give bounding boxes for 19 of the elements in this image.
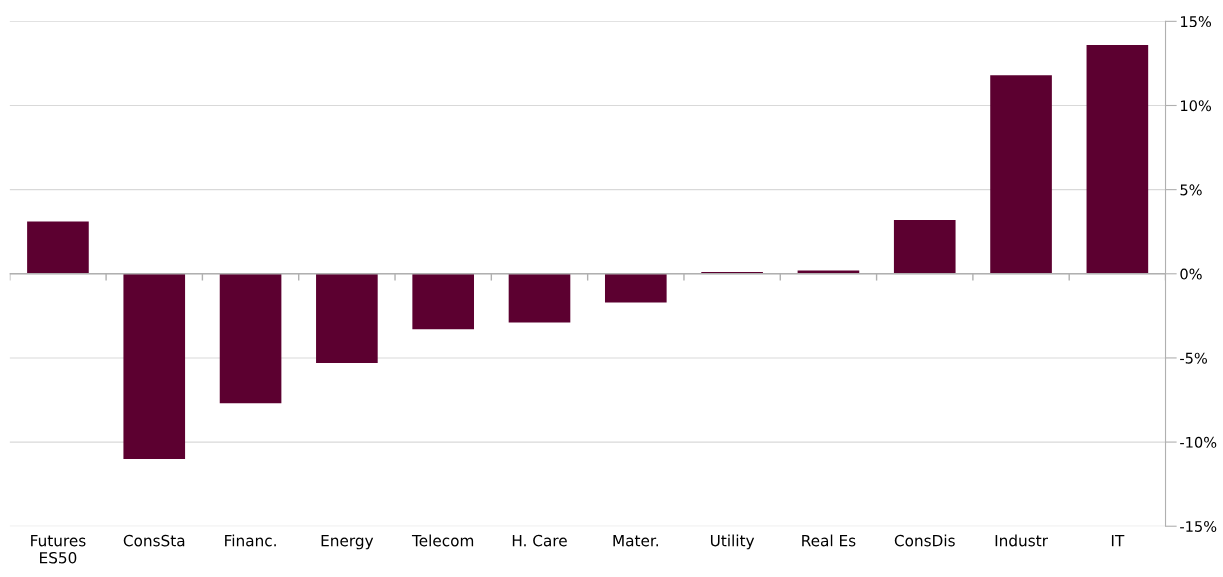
x-tick-label: Telecom [411, 534, 474, 547]
y-tick-label: -15% [1180, 520, 1217, 532]
x-tick-label: Real Es [802, 534, 856, 547]
x-tick-label: Energy [321, 535, 374, 550]
x-tick-label: Financ. [225, 534, 276, 547]
y-tick-label: 0% [1180, 268, 1202, 280]
y-tick-label: -10% [1180, 436, 1217, 448]
x-tick-label: Utility [710, 534, 755, 550]
x-tick-label: H. Care [512, 534, 567, 547]
x-tick-label: ConsSta [123, 534, 185, 547]
x-tick-label: ConsDis [894, 534, 955, 547]
x-tick-label: Mater. [613, 535, 658, 547]
y-tick-label: 15% [1181, 16, 1212, 28]
x-tick-label: Futures ES50 [31, 535, 86, 564]
y-tick-label: 10% [1181, 100, 1212, 112]
y-tick-label: 5% [1180, 184, 1202, 196]
x-tick-label: IT [1111, 535, 1125, 547]
x-tick-label: Industr [995, 534, 1048, 547]
y-tick-label: -5% [1180, 352, 1207, 364]
